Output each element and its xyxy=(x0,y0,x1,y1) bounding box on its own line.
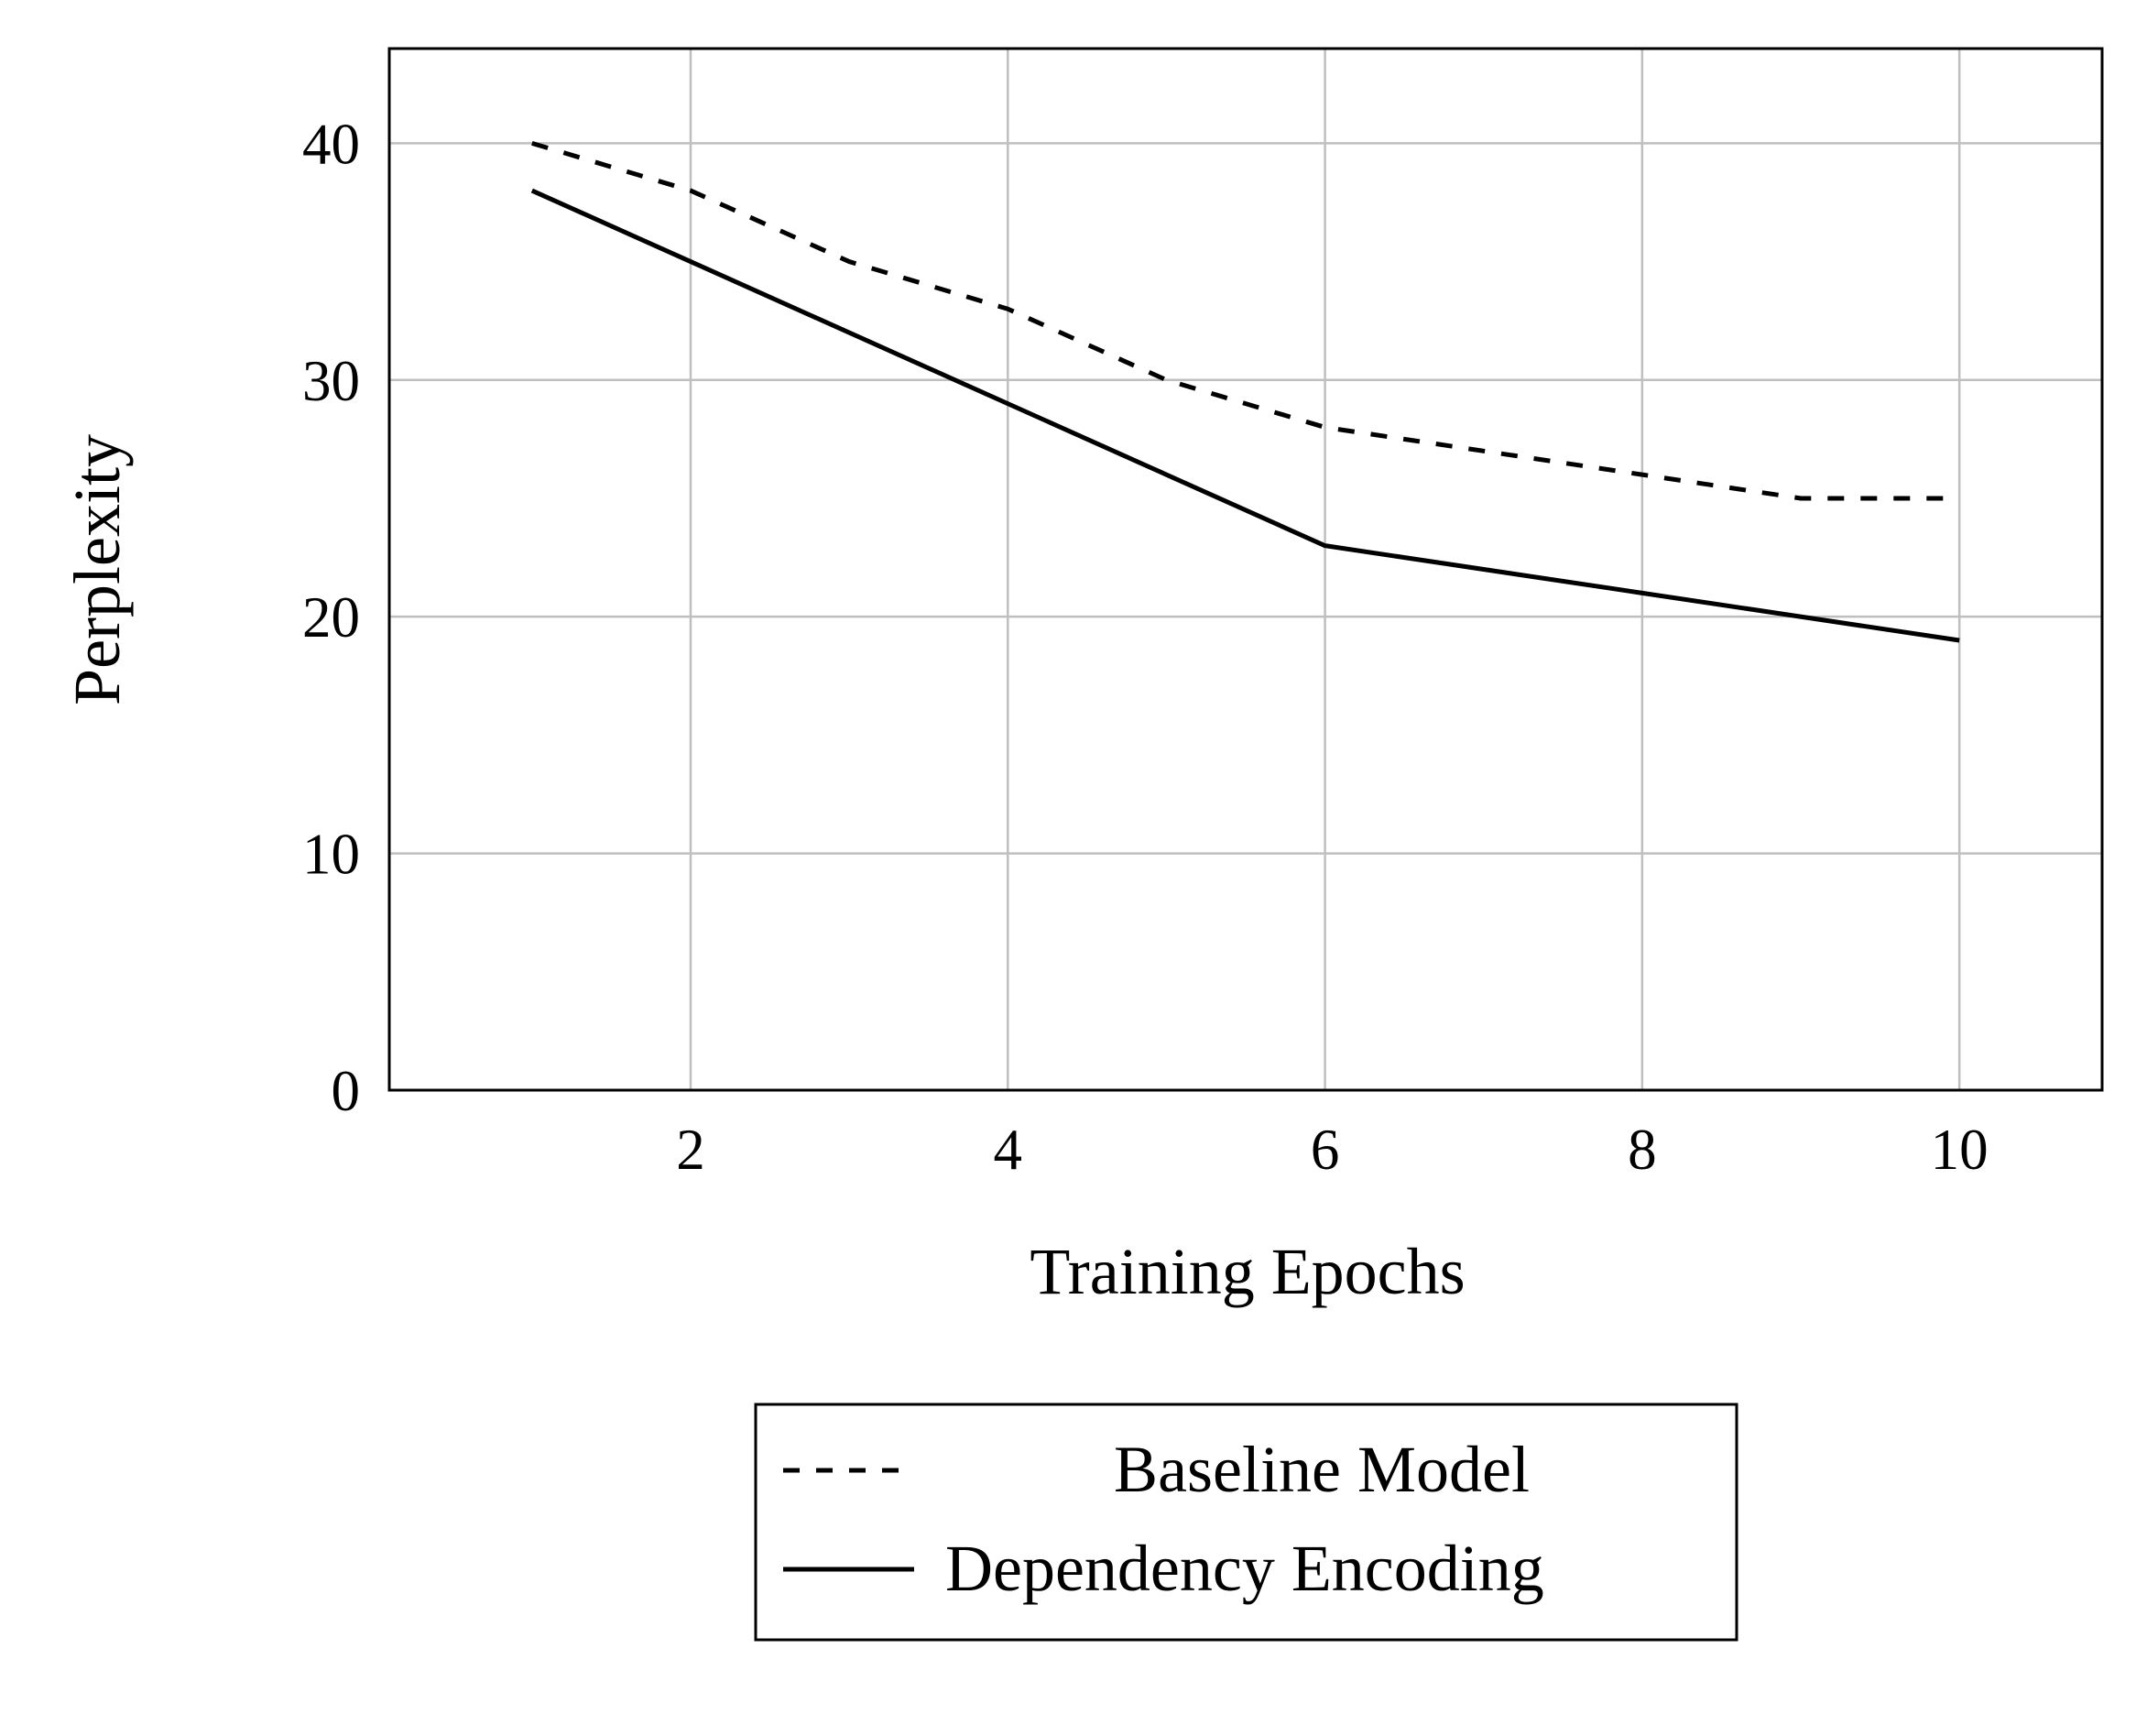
x-tick-label: 6 xyxy=(1311,1118,1340,1182)
legend-box xyxy=(754,1403,1738,1642)
x-tick-label: 4 xyxy=(994,1118,1023,1182)
y-axis-label: Perplexity xyxy=(60,434,134,705)
y-tick-label: 20 xyxy=(302,585,360,650)
plot-frame xyxy=(387,47,2104,1092)
legend-label-baseline: Baseline Model xyxy=(1114,1433,1530,1506)
y-tick-label: 10 xyxy=(302,823,360,887)
x-tick-label: 2 xyxy=(676,1118,705,1182)
y-tick-label: 40 xyxy=(302,112,360,176)
y-tick-label: 0 xyxy=(332,1059,361,1123)
legend: Baseline Model Dependency Encoding xyxy=(754,1403,1738,1642)
grid xyxy=(389,49,2102,1090)
tick-labels: 2 4 6 8 10 0 10 20 30 40 xyxy=(302,112,1989,1182)
legend-label-dependency: Dependency Encoding xyxy=(945,1532,1544,1605)
series-line-baseline xyxy=(531,140,1960,501)
x-tick-label: 8 xyxy=(1628,1118,1657,1182)
y-tick-label: 30 xyxy=(302,349,360,413)
x-axis-label: Training Epochs xyxy=(1030,1235,1465,1308)
series-lines xyxy=(530,140,1960,643)
series-line-dependency xyxy=(530,188,1960,643)
x-tick-label: 10 xyxy=(1931,1118,1989,1182)
